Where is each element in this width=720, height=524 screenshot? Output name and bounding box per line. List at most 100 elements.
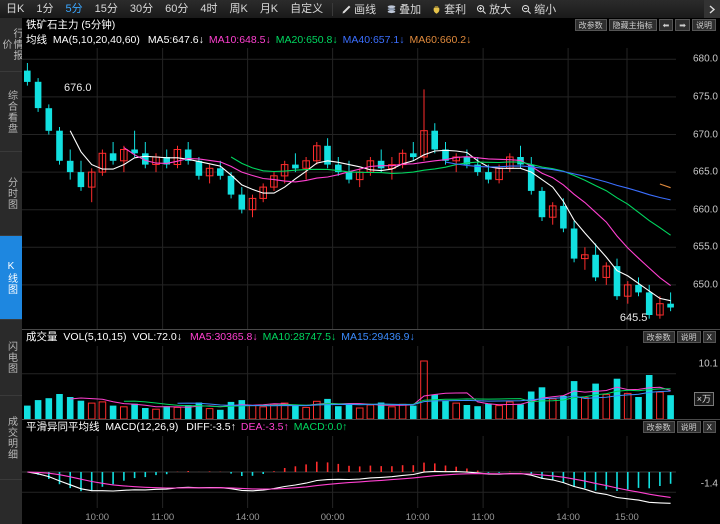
volume-svg	[22, 346, 676, 419]
sidebar-item-5[interactable]: 成交明细	[0, 396, 22, 480]
main-panel-buttons: 改参数 隐藏主指标 ⬅ ➡ 说明	[574, 19, 716, 31]
ma-value-2: MA20:650.8↓	[275, 34, 338, 46]
time-tick-7: 15:00	[615, 512, 639, 523]
main-indicator-name: 均线	[26, 34, 47, 46]
pencil-icon	[341, 4, 352, 15]
chart-area: 铁矿石主力 (5分钟) 改参数 隐藏主指标 ⬅ ➡ 说明 均线 MA(5,10,20,4…	[22, 18, 720, 524]
volume-panel-button-2[interactable]: X	[702, 331, 716, 343]
volume-unit-button[interactable]: ×万	[693, 392, 714, 406]
tool-arbitrage[interactable]: 套利	[426, 1, 471, 17]
main-panel-title-row: 铁矿石主力 (5分钟) 改参数 隐藏主指标 ⬅ ➡ 说明	[22, 18, 720, 33]
main-price-panel: 铁矿石主力 (5分钟) 改参数 隐藏主指标 ⬅ ➡ 说明 均线 MA(5,10,20,4…	[22, 18, 720, 330]
macd-panel-title-row: 平滑异同平均线 MACD(12,26,9) DIFF:-3.5↑ DEA:-3.5…	[22, 420, 720, 435]
time-tick-3: 00:00	[320, 512, 345, 523]
macd-value-1: DEA:-3.5↑	[240, 421, 289, 433]
price-axis: 680.0 675.0 670.0 665.0 660.0 655.0 650.0	[676, 48, 720, 330]
main-panel-button-0[interactable]: 改参数	[574, 19, 607, 31]
sidebar-item-0[interactable]: 行情报价	[0, 18, 22, 72]
vol-ma-value-1: MA10:28747.5↓	[262, 331, 337, 343]
macd-values: DIFF:-3.5↑ DEA:-3.5↑ MACD:0.0↑	[181, 421, 347, 433]
panel-separator	[22, 419, 720, 420]
main-ma-values: MA5:647.6↓ MA10:648.5↓ MA20:650.8↓ MA40:657…	[143, 34, 472, 46]
price-tick-2: 670.0	[692, 129, 718, 140]
main-panel-button-3[interactable]: ➡	[675, 19, 690, 31]
sidebar-item-1[interactable]: 综合看盘	[0, 72, 22, 152]
macd-panel-button-1[interactable]: 说明	[676, 421, 701, 433]
time-tick-5: 11:00	[471, 512, 495, 523]
volume-axis-label: 10.1	[698, 358, 718, 370]
tool-pencil[interactable]: 画线	[336, 1, 381, 17]
sidebar-item-label: 成交明细	[5, 415, 17, 460]
period-3[interactable]: 15分	[94, 3, 118, 15]
macd-panel-button-2[interactable]: X	[702, 421, 716, 433]
volume-panel: 成交量 VOL(5,10,15) VOL:72.0↓ MA5:30365.8↓ M…	[22, 330, 720, 420]
sidebar-item-label: 分时图	[5, 177, 17, 210]
period-9[interactable]: 自定义	[290, 3, 324, 15]
layers-icon	[386, 4, 397, 15]
main-panel-button-4[interactable]: 说明	[692, 19, 716, 31]
volume-plot[interactable]	[22, 346, 676, 419]
ma-value-0: MA5:647.6↓	[147, 34, 204, 46]
tool-zoom-out[interactable]: 缩小	[516, 1, 561, 17]
sidebar-item-3[interactable]: K线图	[0, 236, 22, 320]
vol-ma-value-0: MA5:30365.8↓	[189, 331, 258, 343]
zoom-in-icon	[476, 4, 487, 15]
period-2[interactable]: 5分	[65, 3, 83, 15]
macd-panel-title: 平滑异同平均线	[26, 421, 100, 433]
sidebar-item-label: 行情报价	[0, 28, 22, 61]
top-toolbar: 日K 1分 5分 15分 30分 60分 4时 周K 月K 自定义 画线 叠加 套利 放大 缩小	[0, 0, 720, 19]
price-tick-5: 655.0	[692, 241, 718, 253]
main-panel-button-1[interactable]: 隐藏主指标	[608, 19, 657, 31]
volume-panel-button-1[interactable]: 说明	[676, 331, 701, 343]
time-tick-0: 10:00	[85, 512, 110, 523]
toolbar-divider	[332, 2, 334, 16]
period-8[interactable]: 月K	[259, 3, 279, 15]
macd-panel: 平滑异同平均线 MACD(12,26,9) DIFF:-3.5↑ DEA:-3.5…	[22, 420, 720, 524]
volume-panel-button-0[interactable]: 改参数	[642, 331, 675, 343]
period-7[interactable]: 周K	[229, 3, 248, 15]
zoom-out-icon	[521, 4, 532, 15]
macd-params: MACD(12,26,9)	[105, 421, 179, 433]
period-1[interactable]: 1分	[36, 3, 54, 15]
ma-value-1: MA10:648.5↓	[208, 34, 271, 46]
price-tick-0: 680.0	[692, 53, 718, 65]
main-panel-indicator-row: 均线 MA(5,10,20,40,60) MA5:647.6↓ MA10:648.…	[22, 33, 720, 48]
sidebar-item-2[interactable]: 分时图	[0, 152, 22, 236]
period-6[interactable]: 4时	[200, 3, 218, 15]
sidebar-item-label: 综合看盘	[5, 89, 17, 134]
price-tick-3: 665.0	[692, 166, 718, 178]
price-annotation-1: 645.5	[619, 311, 648, 324]
volume-value: VOL:72.0↓	[132, 331, 183, 343]
tool-zoom-in[interactable]: 放大	[471, 1, 516, 17]
time-tick-1: 11:00	[151, 512, 175, 523]
time-tick-6: 14:00	[556, 512, 580, 523]
macd-svg	[22, 436, 676, 508]
tool-label: 叠加	[399, 4, 422, 16]
tool-label: 放大	[489, 4, 512, 16]
time-tick-4: 10:00	[405, 512, 430, 523]
toolbar-scroll-right-button[interactable]	[704, 0, 720, 18]
price-tick-1: 675.0	[692, 91, 718, 103]
volume-ma-values: MA5:30365.8↓ MA10:28747.5↓ MA15:29436.9↓	[185, 331, 415, 343]
vol-ma-value-2: MA15:29436.9↓	[341, 331, 415, 343]
period-0[interactable]: 日K	[6, 3, 25, 15]
price-annotation-0: 676.0	[63, 82, 92, 95]
macd-panel-button-0[interactable]: 改参数	[642, 421, 675, 433]
chevron-right-icon	[709, 4, 715, 14]
macd-panel-buttons: 改参数 说明 X	[642, 421, 716, 433]
period-4[interactable]: 30分	[129, 3, 154, 15]
macd-value-2: MACD:0.0↑	[293, 421, 348, 433]
sidebar-item-label: K线图	[5, 260, 17, 295]
main-panel-title: 铁矿石主力 (5分钟)	[26, 19, 116, 31]
period-5[interactable]: 60分	[165, 3, 189, 15]
macd-plot[interactable]	[22, 436, 676, 508]
tool-layers[interactable]: 叠加	[381, 1, 426, 17]
main-panel-button-2[interactable]: ⬅	[658, 19, 674, 31]
ma-value-4: MA60:660.2↓	[409, 34, 472, 46]
sidebar-item-4[interactable]: 闪电图	[0, 320, 22, 396]
candlestick-plot[interactable]: 676.0 645.5	[22, 48, 676, 330]
left-sidebar: 行情报价综合看盘分时图 K线图闪电图成交明细	[0, 18, 23, 524]
time-tick-2: 14:00	[235, 512, 260, 523]
ma-value-3: MA40:657.1↓	[342, 34, 405, 46]
volume-params: VOL(5,10,15)	[63, 331, 127, 343]
